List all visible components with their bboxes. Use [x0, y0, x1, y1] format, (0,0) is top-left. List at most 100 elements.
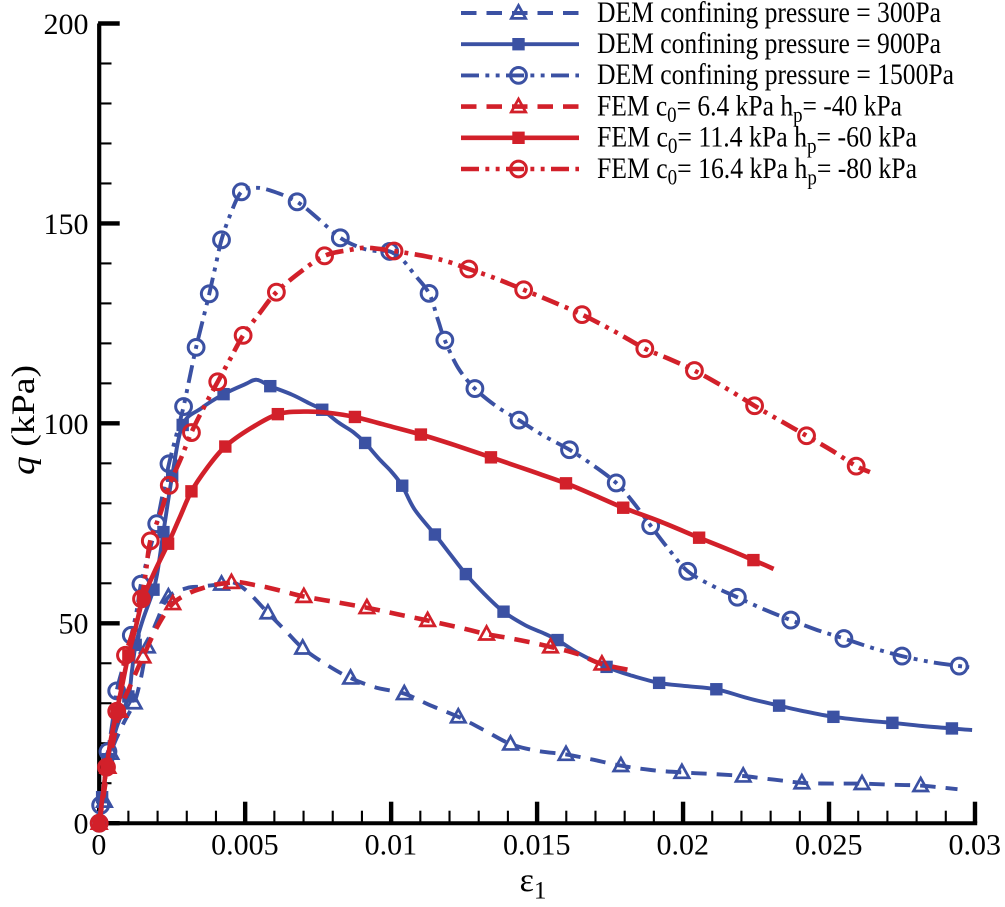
series-fem-60kpa-marker — [484, 451, 498, 464]
series-dem-1500pa-marker — [419, 283, 439, 303]
series-dem-300pa-marker — [258, 602, 278, 620]
series-dem-1500pa-marker — [330, 228, 350, 248]
series-dem-300pa-marker — [448, 706, 468, 724]
x-tick-label: 0.02 — [657, 829, 710, 862]
series-fem-60kpa-marker — [559, 477, 573, 490]
y-tick-label: 0 — [74, 808, 89, 841]
legend-row-fem-60kpa: FEM c0= 11.4 kPa hp= -60 kPa — [461, 121, 917, 158]
series-dem-300pa-marker — [341, 667, 361, 685]
legend-marker-square — [512, 38, 525, 51]
x-tick-label: 0.005 — [211, 829, 279, 862]
series-fem-80kpa-marker — [159, 475, 179, 495]
legend-row-dem-300pa: DEM confining pressure = 300Pa — [461, 0, 941, 29]
legend-label-fem-80kpa: FEM c0= 16.4 kPa hp= -80 kPa — [597, 152, 917, 190]
series-dem-1500pa-marker — [435, 330, 455, 350]
axes: 0 0.005 0.01 0.015 0.02 0.025 0.03 0 50 100 150 200 — [44, 8, 1001, 862]
series-dem-900pa-marker — [396, 479, 409, 492]
series-dem-1500pa-marker — [606, 473, 626, 493]
series-dem-1500pa-marker — [147, 514, 167, 534]
x-tick-label: 0.01 — [365, 829, 418, 862]
series-fem-40kpa — [89, 572, 637, 830]
series-fem-40kpa-marker — [418, 610, 438, 628]
legend-label-dem-300pa: DEM confining pressure = 300Pa — [597, 0, 941, 29]
y-tick-label: 150 — [44, 208, 89, 241]
x-axis-label: ε1 — [520, 862, 547, 904]
series-fem-80kpa-marker — [635, 339, 655, 358]
series-fem-40kpa-curve — [96, 579, 637, 824]
series-dem-900pa-marker — [827, 710, 840, 724]
x-tick-label: 0.03 — [948, 829, 1001, 862]
series-dem-900pa-marker — [217, 387, 230, 401]
series-fem-60kpa-marker — [219, 440, 232, 453]
series-dem-1500pa-marker — [287, 192, 307, 212]
series-fem-80kpa-marker — [384, 241, 404, 261]
series-fem-80kpa-marker — [572, 305, 592, 324]
series-fem-80kpa-marker — [745, 396, 764, 416]
series-fem-40kpa-marker — [163, 593, 183, 611]
series-dem-900pa-marker — [886, 716, 899, 730]
legend-marker-triangle — [509, 96, 528, 114]
series-dem-1500pa-marker — [465, 379, 485, 398]
series-dem-1500pa-marker — [174, 397, 193, 416]
legend-label-dem-900pa: DEM confining pressure = 900Pa — [597, 27, 941, 60]
series-fem-80kpa-marker — [315, 246, 334, 266]
series-dem-900pa-marker — [772, 699, 786, 712]
series-fem-60kpa-curve — [96, 409, 775, 824]
legend-label-fem-40kpa: FEM c0= 6.4 kPa hp= -40 kPa — [597, 89, 902, 127]
series-dem-300pa-marker — [501, 733, 521, 751]
legend-label-dem-1500pa: DEM confining pressure = 1500Pa — [597, 58, 954, 91]
series-fem-60kpa-marker — [185, 485, 198, 498]
series-dem-300pa-marker — [792, 772, 812, 790]
series-fem-80kpa-marker — [97, 757, 116, 777]
series-dem-300pa-curve — [97, 580, 958, 824]
series-fem-40kpa-marker — [592, 653, 612, 671]
series-dem-900pa-marker — [147, 583, 160, 596]
series-fem-80kpa-marker — [182, 423, 201, 442]
series-dem-300pa-marker — [556, 744, 576, 762]
series-dem-900pa-marker — [358, 436, 372, 450]
series-group — [89, 182, 973, 833]
series-fem-60kpa-marker — [348, 410, 362, 424]
x-tick-label: 0.015 — [503, 829, 571, 862]
series-dem-1500pa-marker — [834, 629, 854, 648]
series-fem-60kpa-marker — [271, 407, 285, 421]
series-fem-80kpa-marker — [140, 531, 160, 551]
series-fem-60kpa-marker — [692, 531, 706, 544]
series-dem-1500pa — [89, 182, 970, 833]
series-fem-80kpa-marker — [685, 361, 704, 380]
series-fem-80kpa-marker — [116, 645, 135, 665]
series-fem-80kpa-marker — [89, 813, 109, 833]
series-fem-40kpa-marker — [477, 623, 497, 641]
y-axis-label: q (kPa) — [6, 365, 42, 475]
series-dem-1500pa-marker — [781, 610, 801, 630]
series-dem-1500pa-marker — [509, 410, 529, 430]
series-dem-900pa-marker — [428, 528, 442, 541]
legend-marker-square — [512, 131, 525, 144]
series-dem-300pa-marker — [394, 683, 414, 701]
y-tick-label: 200 — [44, 8, 89, 41]
series-fem-80kpa-marker — [107, 701, 127, 721]
series-fem-60kpa-marker — [110, 705, 123, 718]
series-fem-80kpa-marker — [459, 259, 479, 279]
series-fem-80kpa-marker — [797, 426, 816, 446]
series-fem-60kpa-marker — [161, 537, 175, 550]
series-dem-1500pa-marker — [231, 182, 251, 202]
series-dem-300pa — [89, 573, 958, 830]
legend-row-dem-900pa: DEM confining pressure = 900Pa — [461, 27, 941, 60]
x-tick-label: 0.025 — [795, 829, 863, 862]
legend-row-fem-40kpa: FEM c0= 6.4 kPa hp= -40 kPa — [461, 89, 902, 127]
series-dem-300pa-marker — [672, 762, 692, 780]
series-dem-900pa-marker — [945, 722, 959, 735]
series-fem-40kpa-marker — [357, 597, 377, 615]
series-fem-60kpa — [93, 407, 775, 830]
x-tick-label: 0 — [91, 829, 106, 862]
series-fem-80kpa-curve — [96, 245, 871, 824]
series-dem-1500pa-marker — [892, 646, 912, 666]
series-dem-900pa-marker — [710, 683, 723, 696]
series-dem-300pa-marker — [852, 773, 872, 791]
series-dem-300pa-marker — [733, 765, 753, 783]
y-tick-label: 50 — [59, 608, 89, 641]
series-dem-1500pa-marker — [949, 656, 969, 676]
